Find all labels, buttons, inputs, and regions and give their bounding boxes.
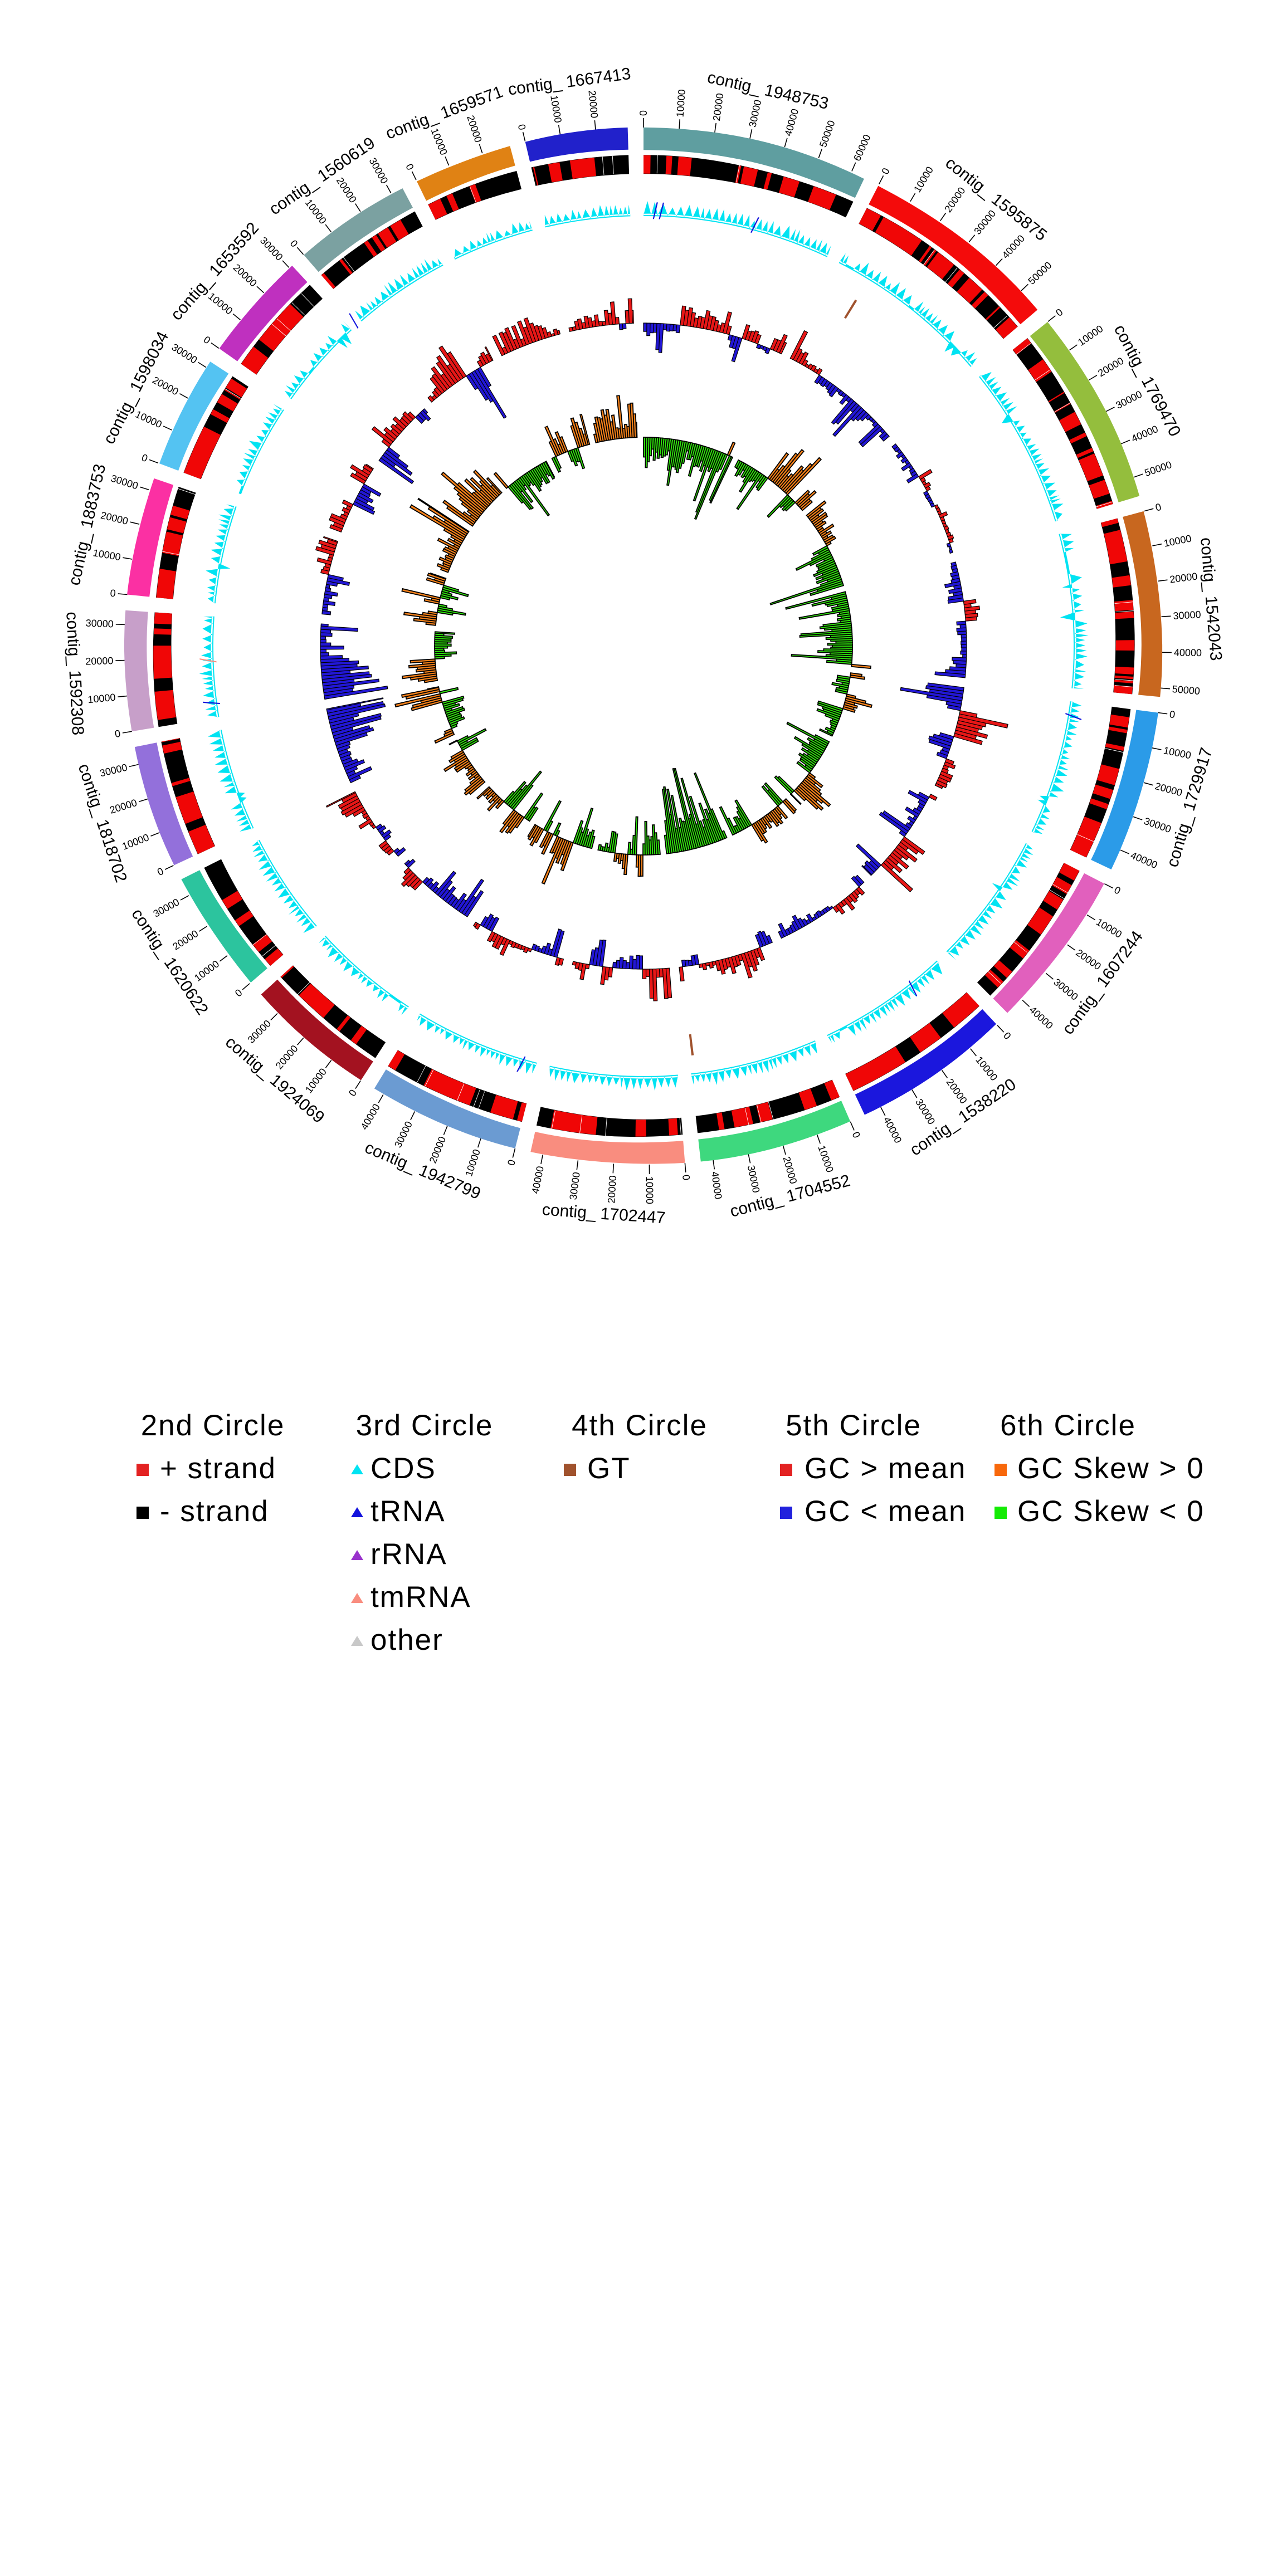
svg-text:0: 0 xyxy=(110,588,116,599)
svg-text:GC < mean: GC < mean xyxy=(805,1495,966,1528)
svg-text:30000: 30000 xyxy=(1173,609,1201,622)
svg-text:50000: 50000 xyxy=(1172,683,1201,697)
svg-text:CDS: CDS xyxy=(370,1452,436,1485)
svg-text:20000: 20000 xyxy=(606,1175,618,1204)
svg-text:GC > mean: GC > mean xyxy=(805,1452,966,1485)
svg-text:10000: 10000 xyxy=(644,1176,656,1204)
svg-text:GC Skew < 0: GC Skew < 0 xyxy=(1017,1495,1205,1528)
svg-text:10000: 10000 xyxy=(675,89,688,118)
svg-text:GC Skew > 0: GC Skew > 0 xyxy=(1017,1452,1205,1485)
svg-text:2nd Circle: 2nd Circle xyxy=(141,1409,285,1442)
svg-text:rRNA: rRNA xyxy=(370,1538,447,1571)
svg-text:tRNA: tRNA xyxy=(370,1495,446,1528)
svg-text:0: 0 xyxy=(680,1174,692,1181)
svg-text:30000: 30000 xyxy=(85,618,114,630)
svg-text:5th Circle: 5th Circle xyxy=(786,1409,922,1442)
svg-text:3rd Circle: 3rd Circle xyxy=(356,1409,494,1442)
svg-text:- strand: - strand xyxy=(160,1495,269,1528)
svg-text:20000: 20000 xyxy=(85,655,114,667)
svg-text:other: other xyxy=(370,1624,443,1656)
svg-text:40000: 40000 xyxy=(1174,647,1202,659)
svg-text:6th Circle: 6th Circle xyxy=(1000,1409,1136,1442)
svg-text:4th Circle: 4th Circle xyxy=(572,1409,708,1442)
svg-text:GT: GT xyxy=(587,1452,631,1485)
svg-text:0: 0 xyxy=(638,110,649,116)
svg-text:tmRNA: tmRNA xyxy=(370,1581,471,1614)
svg-text:+ strand: + strand xyxy=(160,1452,276,1485)
